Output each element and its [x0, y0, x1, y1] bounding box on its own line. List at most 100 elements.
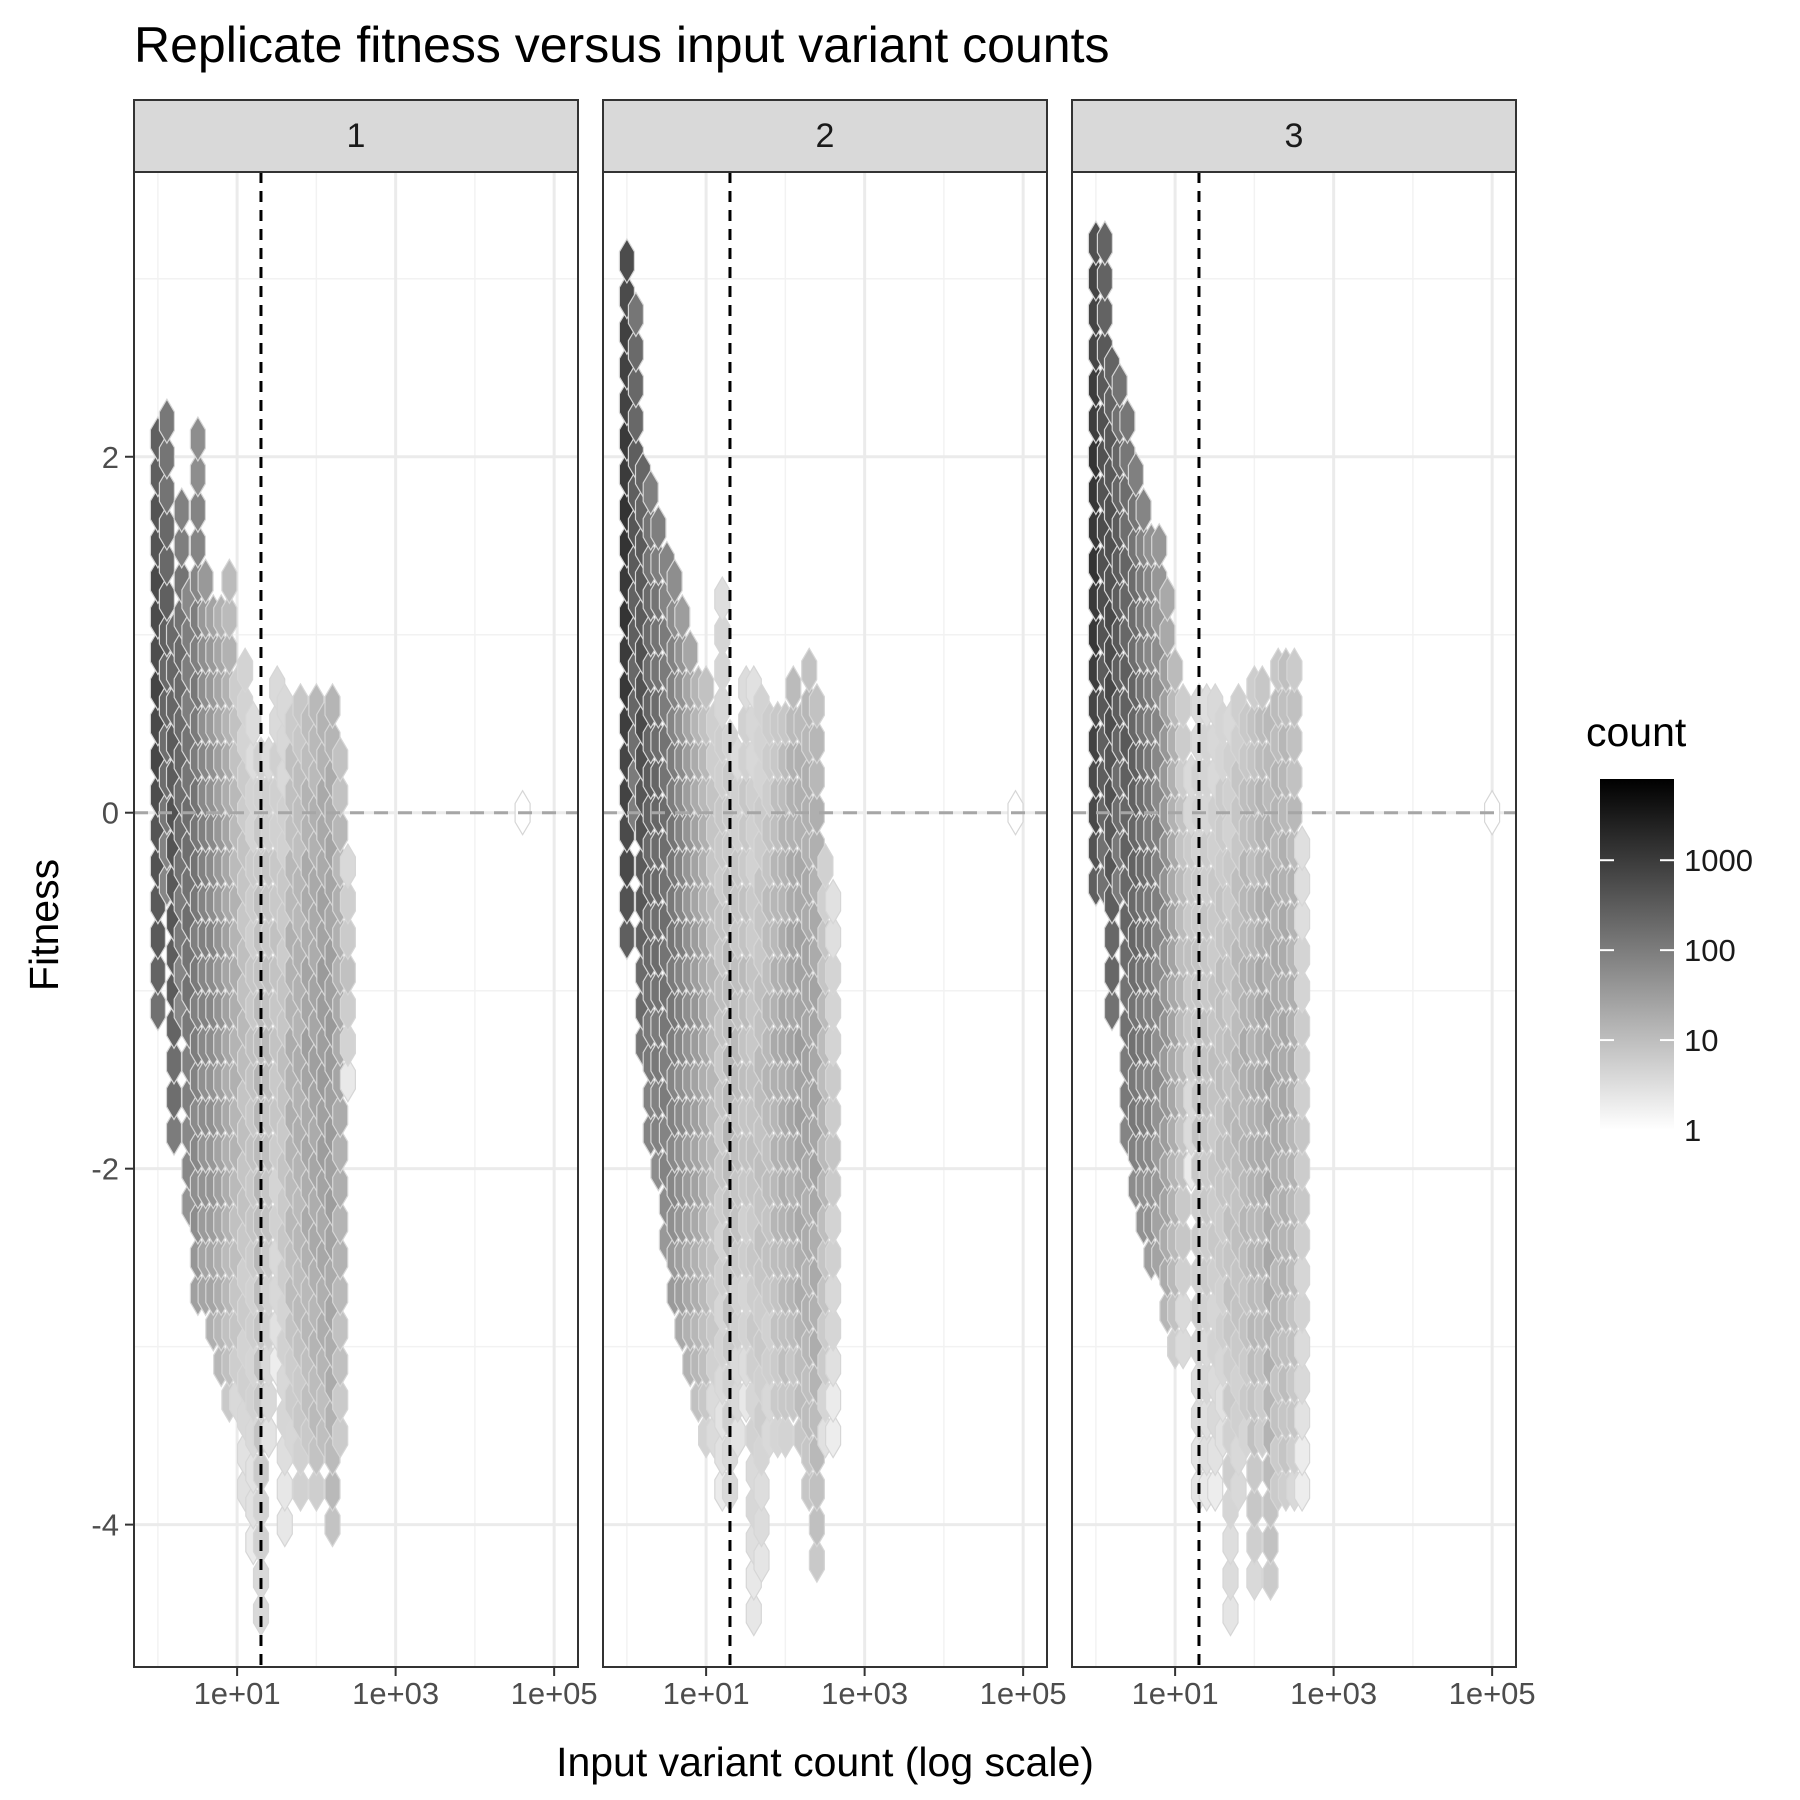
x-axis-title: Input variant count (log scale): [556, 1739, 1094, 1785]
hexbin: [1159, 575, 1176, 623]
hexbins: [1087, 220, 1501, 1637]
x-tick-label: 1e+01: [1132, 1676, 1219, 1711]
facet-panel-3: 3 1e+01 1e+03 1e+05: [1071, 99, 1536, 1711]
hexbin: [650, 504, 667, 552]
hexbins: [149, 398, 531, 1637]
legend-tick-label: 10: [1684, 1023, 1718, 1058]
hexbin: [149, 914, 166, 961]
hexbin: [1293, 1216, 1311, 1264]
hexbin: [158, 433, 175, 480]
facet-strip-label: 3: [1285, 117, 1304, 155]
hexbin: [1119, 398, 1136, 445]
hexbin: [332, 1092, 349, 1139]
hexbin: [618, 878, 636, 925]
hexbin: [332, 1198, 349, 1246]
hexbin: [339, 878, 356, 925]
facet-panels: 1 1e+01 1e+03 1e+05 2 1e+01 1e+03 1e+05 3 1e+01 1e…: [91, 99, 1536, 1711]
hexbin: [332, 1127, 349, 1175]
hexbin: [1293, 1359, 1311, 1406]
hexbin: [824, 1092, 842, 1139]
hexbin: [808, 682, 826, 730]
hexbin: [1174, 1287, 1192, 1335]
hexbin: [332, 771, 349, 819]
hexbin: [1166, 647, 1184, 694]
x-tick-label: 1e+03: [821, 1676, 908, 1711]
hexbin: [824, 878, 842, 925]
hexbin: [189, 415, 206, 463]
hexbin: [1111, 362, 1128, 409]
hexbin: [332, 1270, 349, 1317]
hexbin: [1151, 522, 1168, 569]
hexbin: [221, 629, 238, 676]
legend-title: count: [1586, 709, 1687, 755]
hexbin: [714, 611, 731, 658]
hexbin: [339, 949, 356, 997]
facet-strip: [602, 99, 1048, 173]
hexbin: [339, 842, 356, 890]
hexbin: [1293, 860, 1311, 908]
hexbin: [1286, 647, 1303, 694]
y-tick-label: -2: [91, 1152, 119, 1187]
hexbin: [1222, 1590, 1239, 1637]
hexbin: [817, 842, 834, 890]
hexbin: [808, 718, 826, 765]
hexbin: [1293, 1430, 1311, 1477]
facet-panel-1: 1 1e+01 1e+03 1e+05: [133, 99, 598, 1711]
hexbin: [189, 522, 206, 569]
hexbin: [1096, 255, 1114, 302]
hexbin: [785, 664, 802, 712]
hexbin: [1293, 1252, 1311, 1299]
x-tick-label: 1e+03: [352, 1676, 439, 1711]
hexbin: [308, 1465, 325, 1513]
hexbin: [332, 1376, 349, 1424]
hexbin: [276, 1465, 293, 1513]
hexbin: [627, 326, 645, 374]
hexbin: [1135, 487, 1152, 534]
hexbin: [158, 469, 175, 516]
hexbin: [237, 647, 254, 694]
hexbin: [1174, 1216, 1192, 1264]
hexbin: [824, 914, 842, 961]
hexbin: [808, 789, 826, 836]
x-tick-label: 1e+03: [1290, 1676, 1377, 1711]
hexbin: [642, 469, 659, 516]
hexbin: [674, 593, 691, 641]
hexbin: [824, 949, 842, 997]
hexbin: [1096, 291, 1114, 338]
hexbin: [332, 1305, 349, 1352]
hexbin: [339, 914, 356, 961]
hexbin: [808, 1501, 826, 1548]
hexbin: [1293, 825, 1311, 872]
hexbin: [324, 682, 341, 730]
hexbin: [1230, 1465, 1247, 1513]
hexbin: [1293, 1074, 1311, 1121]
hexbin: [1293, 896, 1311, 943]
hexbin: [824, 1305, 842, 1352]
hexbin: [714, 682, 731, 730]
hexbin: [332, 1412, 349, 1459]
hexbin: [1293, 1038, 1311, 1086]
hexbin: [618, 842, 636, 890]
hexbin: [339, 1020, 356, 1068]
hexbin: [1159, 611, 1176, 658]
hexbin: [1254, 664, 1271, 712]
x-tick-label: 1e+05: [1449, 1676, 1536, 1711]
hexbin: [1293, 1109, 1311, 1157]
hexbin: [801, 647, 818, 694]
hexbin: [824, 1270, 842, 1317]
y-axis-title: Fitness: [21, 859, 67, 991]
hexbin: [1096, 220, 1114, 267]
hexbin: [324, 1465, 341, 1513]
x-tick-label: 1e+05: [511, 1676, 598, 1711]
hexbin: [1286, 718, 1303, 765]
hexbin: [149, 985, 166, 1032]
hexbin: [1174, 1323, 1192, 1370]
facet-panel-2: 2 1e+01 1e+03 1e+05: [602, 99, 1067, 1711]
hexbin: [627, 291, 645, 338]
hexbin: [745, 1590, 762, 1637]
facet-strip: [1071, 99, 1517, 173]
legend-tick-label: 100: [1684, 933, 1736, 968]
y-tick-label: 2: [102, 440, 119, 475]
y-tick-label: -4: [91, 1508, 119, 1543]
